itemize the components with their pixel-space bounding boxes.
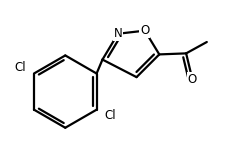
Text: Cl: Cl (14, 61, 26, 74)
Text: N: N (114, 27, 122, 40)
Text: O: O (188, 73, 197, 86)
Text: O: O (140, 24, 149, 37)
Text: Cl: Cl (105, 109, 116, 122)
